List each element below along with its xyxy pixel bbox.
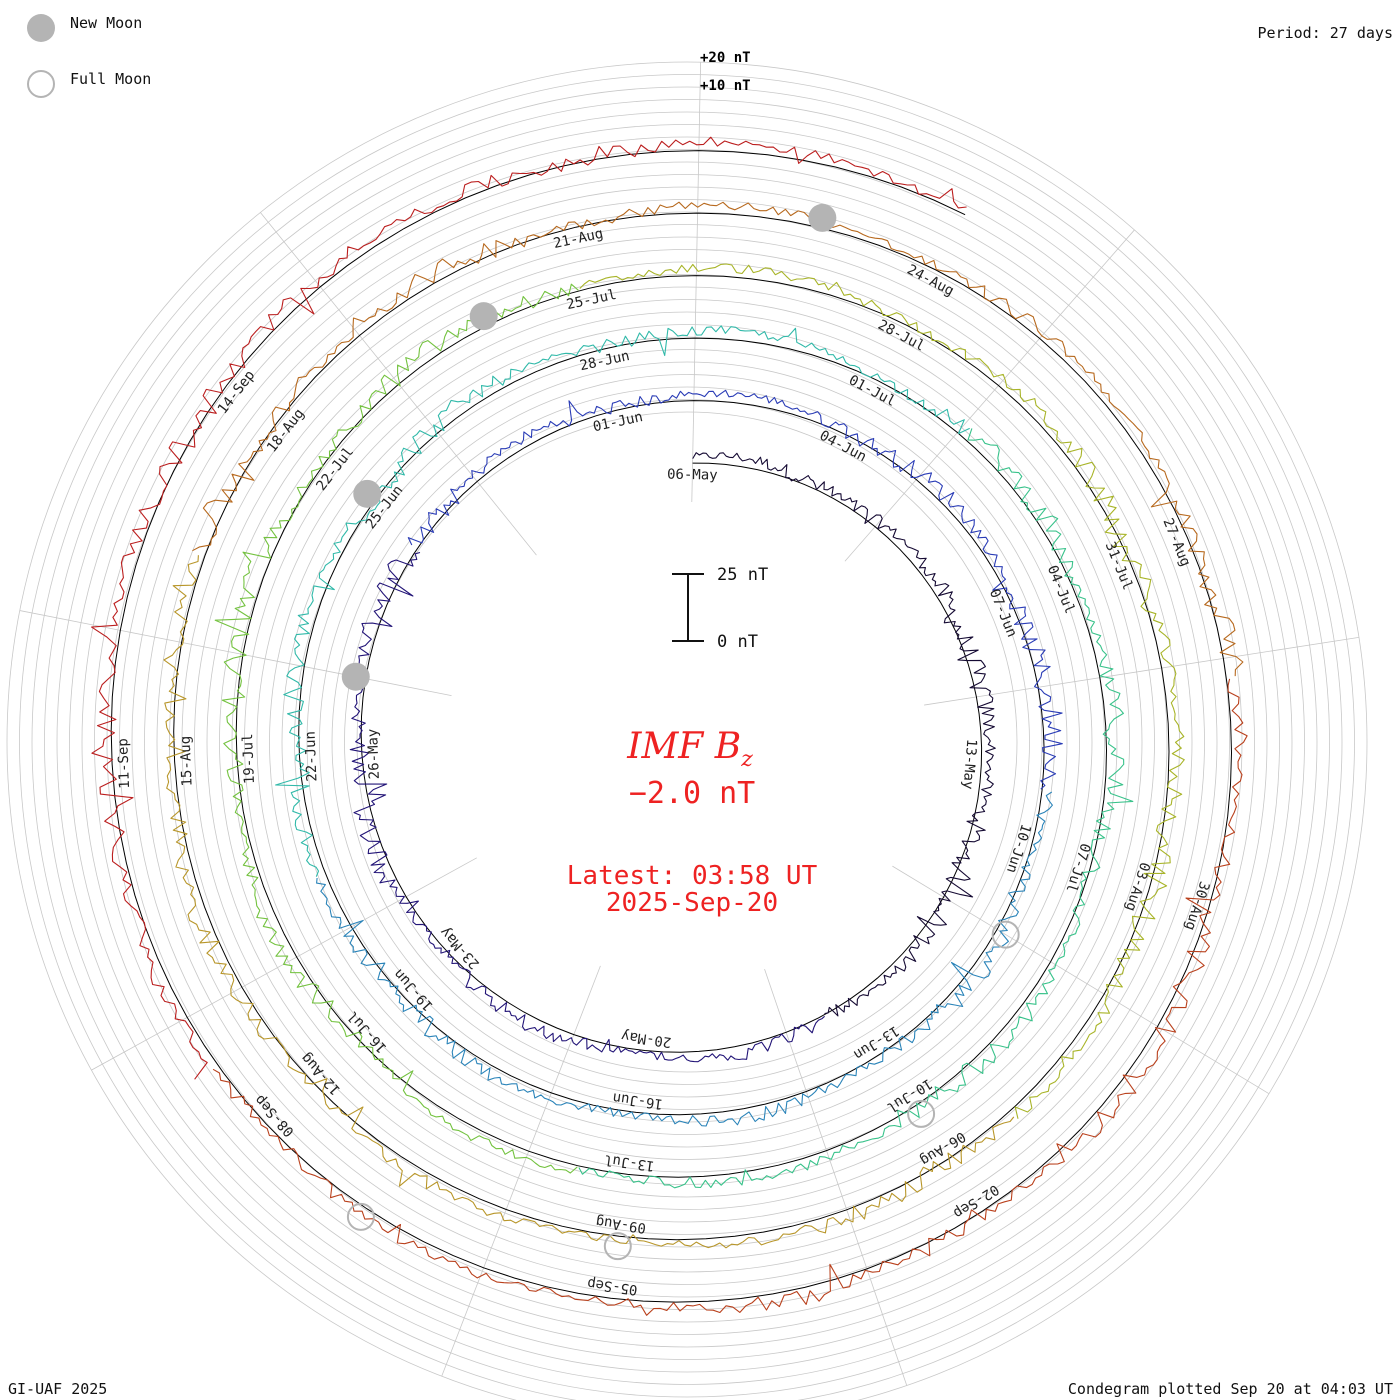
grid-ring bbox=[106, 161, 1268, 1323]
grid-ring bbox=[331, 386, 1043, 1098]
grid-ring bbox=[194, 249, 1180, 1235]
zero-baselines bbox=[110, 150, 1233, 1303]
date-label: 22-Jun bbox=[303, 731, 321, 782]
plotted-label: Condegram plotted Sep 20 at 04:03 UT bbox=[1068, 1380, 1393, 1398]
grid-ring bbox=[181, 236, 1193, 1248]
date-label: 07-Jul bbox=[1062, 841, 1093, 894]
new-moon-marker bbox=[808, 203, 837, 232]
new-moon-marker bbox=[469, 302, 498, 331]
grid-ring bbox=[219, 274, 1155, 1210]
bz-trace-segment bbox=[692, 452, 996, 1017]
grid-ring bbox=[294, 349, 1080, 1135]
bz-trace-segment bbox=[214, 283, 579, 1174]
full-moon-marker bbox=[603, 1232, 632, 1261]
grid-radial bbox=[892, 865, 1270, 1095]
date-label: 21-Aug bbox=[552, 226, 605, 252]
bz-trace-segment bbox=[192, 201, 1244, 677]
grid-ring bbox=[281, 336, 1093, 1148]
full-moon-legend-label: Full Moon bbox=[70, 70, 151, 88]
date-label: 05-Sep bbox=[586, 1275, 638, 1298]
imf-title: IMF Bz bbox=[626, 726, 753, 772]
bz-trace-segment bbox=[316, 791, 1053, 1127]
full-moon-marker bbox=[991, 920, 1020, 949]
ring-label-plus10: +10 nT bbox=[700, 78, 751, 94]
date-label: 01-Jun bbox=[592, 409, 645, 435]
grid-rings bbox=[6, 61, 1368, 1400]
grid-ring bbox=[119, 174, 1255, 1310]
grid-ring bbox=[206, 261, 1168, 1223]
zero-baseline-spiral bbox=[110, 150, 1233, 1303]
scale-bar-top-label: 25 nT bbox=[717, 565, 768, 585]
grid-radial bbox=[691, 62, 701, 503]
full-moon-marker bbox=[346, 1202, 375, 1231]
grid-ring bbox=[156, 211, 1218, 1273]
grid-ring bbox=[94, 149, 1280, 1335]
bz-trace-segment bbox=[212, 678, 1248, 1316]
new-moon-marker bbox=[353, 479, 382, 508]
date-label: 25-Jul bbox=[565, 287, 618, 313]
date-label: 11-Sep bbox=[115, 738, 133, 789]
new-moon-legend-label: New Moon bbox=[70, 14, 142, 32]
grid-ring bbox=[244, 299, 1130, 1185]
scale-bar: 25 nT 0 nT bbox=[672, 565, 768, 652]
date-label: 10-Jun bbox=[1003, 822, 1034, 875]
date-label: 19-Jul bbox=[240, 733, 258, 784]
ring-label-plus20: +20 nT bbox=[700, 50, 751, 66]
date-label: 15-Aug bbox=[178, 736, 196, 787]
date-label: 26-May bbox=[365, 728, 383, 779]
new-moon-marker bbox=[341, 662, 370, 691]
full-moon-legend-icon bbox=[27, 70, 55, 98]
new-moon-legend-icon bbox=[27, 14, 55, 42]
legend: New Moon Full Moon Period: 27 days bbox=[27, 14, 1393, 98]
bz-trace-segment bbox=[163, 555, 1015, 1249]
date-label: 18-Aug bbox=[264, 406, 308, 456]
date-label: 22-Jul bbox=[313, 444, 357, 494]
date-label: 16-Jun bbox=[612, 1089, 664, 1112]
scale-bar-bottom-label: 0 nT bbox=[717, 632, 758, 652]
date-label: 20-May bbox=[620, 1027, 672, 1050]
grid-ring bbox=[169, 224, 1205, 1260]
credit-label: GI-UAF 2025 bbox=[8, 1380, 107, 1398]
grid-ring bbox=[44, 99, 1330, 1385]
period-label: Period: 27 days bbox=[1258, 24, 1393, 42]
moon-markers bbox=[341, 203, 1020, 1261]
grid-radial bbox=[924, 636, 1359, 706]
grid-ring bbox=[19, 74, 1355, 1400]
bz-trace-segment bbox=[275, 325, 970, 877]
grid-ring bbox=[31, 86, 1343, 1398]
grid-ring bbox=[344, 399, 1030, 1085]
grid-ring bbox=[131, 186, 1243, 1298]
date-label: 30-Aug bbox=[1181, 879, 1212, 932]
grid-ring bbox=[144, 199, 1230, 1285]
bz-trace-segment bbox=[579, 263, 1185, 1119]
date-label: 06-May bbox=[667, 467, 718, 484]
grid-ring bbox=[56, 111, 1318, 1373]
grid-ring bbox=[6, 61, 1368, 1400]
bz-traces bbox=[91, 136, 1248, 1316]
grid-ring bbox=[269, 324, 1105, 1160]
date-label: 28-Jun bbox=[578, 348, 631, 374]
current-bz-value: −2.0 nT bbox=[629, 776, 755, 811]
grid-radial bbox=[844, 229, 1135, 562]
grid-radials bbox=[19, 62, 1359, 1386]
grid-ring bbox=[256, 311, 1118, 1173]
bz-trace-segment bbox=[91, 136, 967, 1080]
grid-radial bbox=[764, 968, 908, 1386]
bz-trace-segment bbox=[407, 389, 1063, 790]
latest-time: Latest: 03:58 UT bbox=[567, 861, 818, 891]
grid-ring bbox=[81, 136, 1293, 1348]
grid-ring bbox=[231, 286, 1143, 1198]
full-moon-marker bbox=[907, 1099, 936, 1128]
latest-date: 2025-Sep-20 bbox=[606, 888, 778, 918]
grid-radial bbox=[19, 610, 452, 696]
date-label: 03-Aug bbox=[1122, 860, 1153, 913]
date-label: 13-May bbox=[959, 738, 979, 790]
grid-ring bbox=[69, 124, 1305, 1360]
date-label: 09-Aug bbox=[595, 1213, 647, 1236]
grid-ring bbox=[306, 361, 1068, 1123]
bz-trace-segment bbox=[578, 428, 1134, 1189]
date-label: 13-Jul bbox=[603, 1151, 655, 1174]
